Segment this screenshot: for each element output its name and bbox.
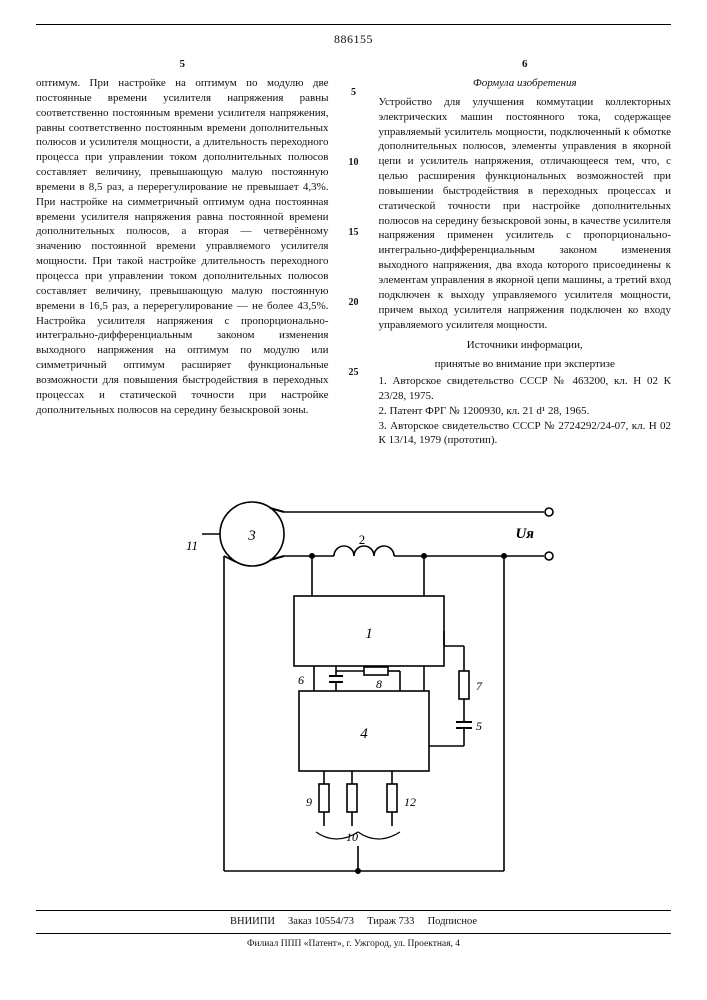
line-numbers: 5 10 15 20 25 <box>347 57 361 448</box>
ref-1: 1. Авторское свидетельство СССР № 463200… <box>379 374 672 404</box>
footer-sub: Подписное <box>428 916 477 927</box>
circuit-diagram: 2 Uя 3 11 1 6 8 4 <box>144 466 564 896</box>
label-11: 11 <box>185 538 197 553</box>
references: Источники информации, принятые во вниман… <box>379 338 672 448</box>
label-3: 3 <box>247 528 256 544</box>
label-5: 5 <box>476 719 482 733</box>
line-num: 20 <box>347 296 361 310</box>
footer-org: ВНИИПИ <box>230 916 275 927</box>
left-column: 5 оптимум. При настройке на оптимум по м… <box>36 57 329 448</box>
two-column-body: 5 оптимум. При настройке на оптимум по м… <box>36 57 671 448</box>
left-col-number: 5 <box>36 57 329 72</box>
label-1: 1 <box>365 626 373 642</box>
label-6: 6 <box>298 673 304 687</box>
footer-order: Заказ 10554/73 <box>288 916 354 927</box>
line-num: 15 <box>347 226 361 240</box>
label-12: 12 <box>404 795 416 809</box>
label-2: 2 <box>358 532 365 547</box>
label-9: 9 <box>306 795 312 809</box>
refs-title-2: принятые во внимание при экспертизе <box>379 357 672 372</box>
right-text: Устройство для улучшения коммутации колл… <box>379 95 672 333</box>
refs-title-1: Источники информации, <box>379 338 672 353</box>
right-column: 6 Формула изобретения Устройство для улу… <box>379 57 672 448</box>
ref-2: 2. Патент ФРГ № 1200930, кл. 21 d¹ 28, 1… <box>379 404 672 419</box>
left-text: оптимум. При настройке на оптимум по мод… <box>36 76 329 417</box>
label-7: 7 <box>476 679 483 693</box>
ref-3: 3. Авторское свидетельство СССР № 272429… <box>379 419 672 449</box>
label-8: 8 <box>376 677 382 691</box>
line-num: 5 <box>347 86 361 100</box>
right-col-number: 6 <box>379 57 672 72</box>
footer-address: Филиал ППП «Патент», г. Ужгород, ул. Про… <box>36 938 671 951</box>
formula-title: Формула изобретения <box>379 76 672 91</box>
line-num: 10 <box>347 156 361 170</box>
label-Uya: Uя <box>515 526 534 542</box>
line-num: 25 <box>347 366 361 380</box>
document-number: 886155 <box>36 31 671 47</box>
label-4: 4 <box>360 726 368 742</box>
footer: ВНИИПИ Заказ 10554/73 Тираж 733 Подписно… <box>36 910 671 951</box>
footer-tirazh: Тираж 733 <box>367 916 414 927</box>
